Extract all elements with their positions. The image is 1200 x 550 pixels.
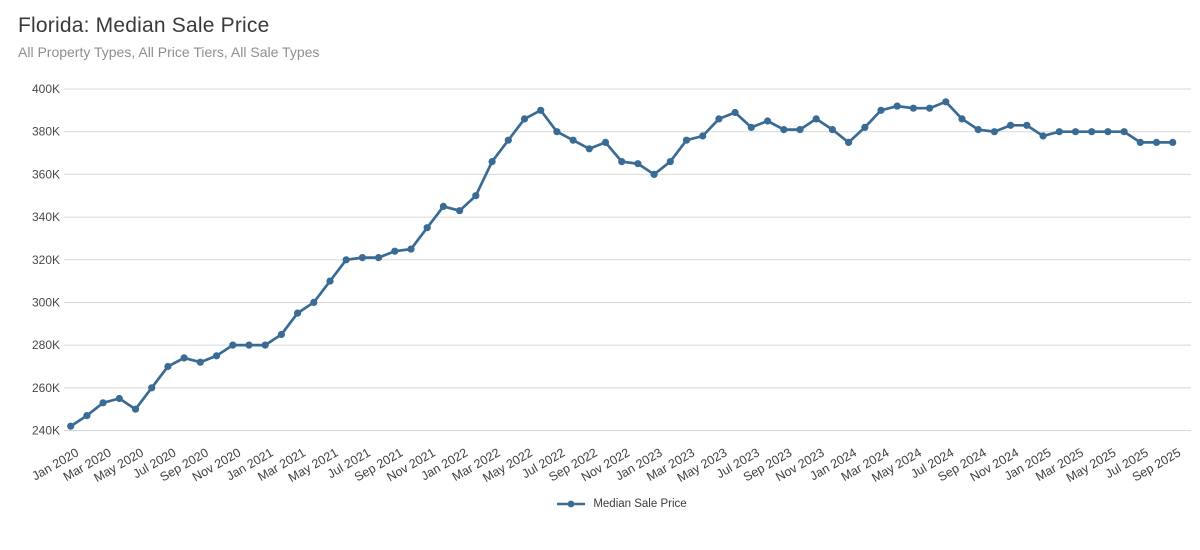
data-point[interactable] <box>747 123 755 131</box>
data-point[interactable] <box>67 422 75 430</box>
data-point[interactable] <box>861 123 869 131</box>
data-point[interactable] <box>1136 138 1144 146</box>
y-axis-labels: 240K 260K 280K 300K 320K 340K 360K 380K 400K <box>32 82 60 438</box>
legend-label: Median Sale Price <box>593 498 687 510</box>
data-point[interactable] <box>504 136 512 144</box>
data-point[interactable] <box>812 115 820 123</box>
data-point[interactable] <box>213 352 221 360</box>
legend[interactable]: Median Sale Price <box>70 498 1173 510</box>
median-sale-price-line-chart[interactable]: 240K 260K 280K 300K 320K 340K 360K 380K 400K Jan … <box>0 70 1200 490</box>
data-point[interactable] <box>342 256 350 264</box>
data-point[interactable] <box>537 106 545 114</box>
data-point[interactable] <box>780 126 788 134</box>
data-point[interactable] <box>893 102 901 110</box>
data-point[interactable] <box>828 126 837 134</box>
data-point[interactable] <box>148 384 156 392</box>
series-line <box>69 100 1175 428</box>
data-point[interactable] <box>764 117 772 125</box>
data-point[interactable] <box>926 104 934 112</box>
data-point[interactable] <box>99 399 107 407</box>
data-point[interactable] <box>115 394 123 403</box>
data-point[interactable] <box>1104 128 1112 136</box>
data-point[interactable] <box>83 412 91 420</box>
data-point[interactable] <box>942 98 950 106</box>
data-point[interactable] <box>958 115 966 123</box>
data-point[interactable] <box>358 254 366 262</box>
data-point[interactable] <box>553 128 561 136</box>
data-point[interactable] <box>618 158 626 166</box>
data-point[interactable] <box>1120 128 1128 136</box>
legend-line-marker <box>557 500 586 508</box>
data-point[interactable] <box>634 160 642 168</box>
data-point[interactable] <box>407 245 415 253</box>
chart-title: Florida: Median Sale Price <box>18 14 270 37</box>
data-point[interactable] <box>974 126 982 134</box>
data-point[interactable] <box>520 115 529 123</box>
data-point[interactable] <box>1007 121 1015 129</box>
y-tick-label: 300K <box>32 295 60 309</box>
y-tick-label: 320K <box>32 253 60 267</box>
data-point[interactable] <box>375 254 383 262</box>
y-tick-label: 340K <box>32 210 60 224</box>
data-point[interactable] <box>164 362 172 371</box>
data-point[interactable] <box>423 224 431 232</box>
data-point[interactable] <box>229 341 237 349</box>
gridlines <box>64 88 1191 431</box>
data-point[interactable] <box>1039 132 1047 140</box>
data-point[interactable] <box>699 132 707 140</box>
data-point[interactable] <box>1071 128 1080 136</box>
data-point[interactable] <box>845 138 853 146</box>
data-point[interactable] <box>650 170 658 178</box>
data-point[interactable] <box>131 405 140 413</box>
data-points <box>67 98 1177 430</box>
y-tick-label: 260K <box>32 381 60 395</box>
data-point[interactable] <box>909 104 918 112</box>
data-point[interactable] <box>1169 138 1177 146</box>
data-point[interactable] <box>585 145 593 153</box>
data-point[interactable] <box>439 202 447 210</box>
data-point[interactable] <box>294 309 302 317</box>
data-point[interactable] <box>731 108 739 117</box>
data-point[interactable] <box>488 158 496 166</box>
data-point[interactable] <box>245 341 253 349</box>
data-point[interactable] <box>569 136 577 144</box>
y-tick-label: 240K <box>32 424 60 438</box>
data-point[interactable] <box>1055 128 1063 136</box>
data-point[interactable] <box>1088 128 1096 136</box>
data-point[interactable] <box>180 354 188 362</box>
y-tick-label: 280K <box>32 338 60 352</box>
data-point[interactable] <box>472 192 480 200</box>
data-point[interactable] <box>261 341 269 349</box>
chart-subtitle: All Property Types, All Price Tiers, All… <box>18 44 320 60</box>
data-point[interactable] <box>326 277 334 285</box>
data-point[interactable] <box>990 128 999 136</box>
y-tick-label: 380K <box>32 125 60 139</box>
data-point[interactable] <box>277 330 285 339</box>
data-point[interactable] <box>310 298 318 306</box>
data-point[interactable] <box>666 158 674 166</box>
data-point[interactable] <box>391 247 399 255</box>
data-point[interactable] <box>796 126 804 134</box>
y-tick-label: 400K <box>32 82 60 96</box>
data-point[interactable] <box>1023 121 1031 129</box>
data-point[interactable] <box>196 358 204 366</box>
data-point[interactable] <box>715 115 723 123</box>
data-point[interactable] <box>456 207 464 215</box>
data-point[interactable] <box>601 138 610 146</box>
data-point[interactable] <box>1152 138 1161 146</box>
data-point[interactable] <box>682 136 691 144</box>
y-tick-label: 360K <box>32 167 60 181</box>
data-point[interactable] <box>877 106 885 114</box>
